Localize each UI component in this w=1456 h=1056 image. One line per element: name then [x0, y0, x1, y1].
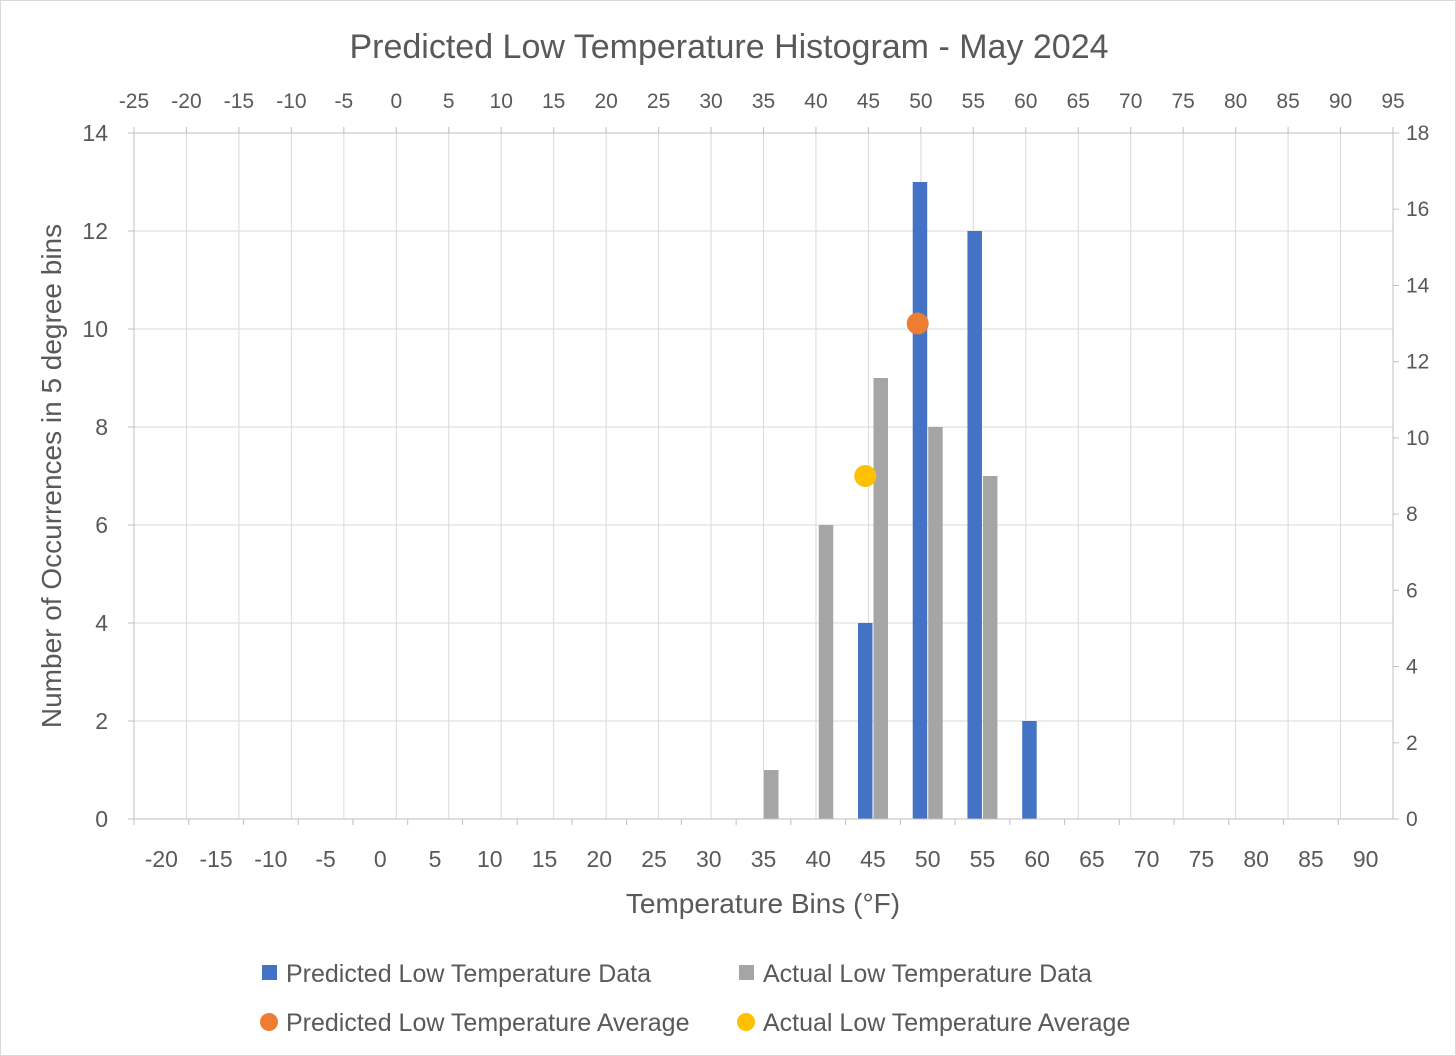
actual-bar — [764, 770, 779, 819]
legend-item: Actual Low Temperature Average — [737, 1009, 1130, 1037]
legend-label: Predicted Low Temperature Average — [286, 1009, 690, 1037]
secondary-x-tick-label: 70 — [1119, 90, 1142, 113]
x-tick-label: 35 — [751, 846, 777, 872]
actual-bar — [818, 525, 834, 819]
secondary-x-tick-label: 35 — [752, 90, 775, 113]
legend-swatch — [739, 965, 754, 980]
predicted-bar — [967, 231, 982, 819]
predicted-bar — [1022, 721, 1037, 819]
y-tick-label: 14 — [82, 120, 108, 146]
bars — [764, 182, 1037, 819]
x-tick-label: 60 — [1024, 846, 1050, 872]
x-tick-label: -10 — [254, 846, 287, 872]
axes: 0 2 4 6 8 10 12 14 0 2 4 6 8 10 12 14 16 18 -20 -15 -10 -5 0 5 1… — [82, 90, 1429, 872]
secondary-y-tick-label: 4 — [1406, 656, 1418, 679]
average-markers — [854, 312, 929, 487]
actual-average-marker — [854, 465, 877, 487]
actual-bar — [982, 476, 998, 819]
secondary-y-tick-label: 6 — [1406, 579, 1418, 602]
legend-swatch — [262, 965, 277, 980]
x-tick-label: 55 — [970, 846, 996, 872]
x-tick-label: 0 — [374, 846, 387, 872]
secondary-x-tick-label: 85 — [1276, 90, 1299, 113]
secondary-x-tick-label: 90 — [1329, 90, 1352, 113]
legend-item: Predicted Low Temperature Average — [260, 1009, 690, 1037]
actual-bar — [928, 427, 943, 819]
gridlines — [133, 132, 1394, 820]
secondary-x-tick-label: -15 — [224, 90, 254, 113]
legend-label: Actual Low Temperature Data — [763, 960, 1092, 988]
actual-bar — [873, 378, 888, 819]
secondary-x-tick-label: 95 — [1381, 90, 1404, 113]
x-tick-label: 25 — [641, 846, 667, 872]
x-tick-label: 75 — [1189, 846, 1215, 872]
x-tick-label: 90 — [1353, 846, 1379, 872]
secondary-x-tick-label: 0 — [390, 90, 402, 113]
secondary-x-tick-label: 20 — [594, 90, 617, 113]
secondary-x-tick-label: 50 — [909, 90, 932, 113]
x-tick-label: -20 — [145, 846, 178, 872]
predicted-average-marker — [906, 312, 929, 335]
y-tick-label: 4 — [95, 610, 108, 636]
legend-item: Actual Low Temperature Data — [739, 960, 1092, 988]
chart-title: Predicted Low Temperature Histogram - Ma… — [349, 28, 1108, 66]
x-tick-label: 80 — [1243, 846, 1269, 872]
x-axis-label: Temperature Bins (°F) — [626, 888, 900, 919]
secondary-x-tick-label: 75 — [1171, 90, 1194, 113]
x-tick-label: 5 — [429, 846, 442, 872]
secondary-y-tick-label: 18 — [1406, 122, 1429, 145]
x-tick-label: 20 — [586, 846, 612, 872]
secondary-y-tick-label: 0 — [1406, 808, 1418, 831]
legend: Predicted Low Temperature Data Actual Low… — [260, 960, 1130, 1037]
y-tick-label: 8 — [95, 414, 108, 440]
y-tick-label: 12 — [82, 218, 108, 244]
x-tick-label: 10 — [477, 846, 503, 872]
y-tick-label: 10 — [82, 316, 108, 342]
x-tick-label: 65 — [1079, 846, 1105, 872]
y-tick-label: 0 — [95, 806, 108, 832]
secondary-y-tick-label: 10 — [1406, 427, 1429, 450]
x-tick-label: 85 — [1298, 846, 1324, 872]
secondary-x-tick-label: -10 — [276, 90, 306, 113]
x-tick-label: 40 — [805, 846, 831, 872]
x-tick-label: -5 — [315, 846, 335, 872]
secondary-x-tick-label: 25 — [647, 90, 670, 113]
x-tick-label: 45 — [860, 846, 886, 872]
x-tick-label: 15 — [532, 846, 558, 872]
secondary-x-tick-label: 30 — [699, 90, 722, 113]
predicted-bar — [857, 623, 873, 819]
legend-item: Predicted Low Temperature Data — [262, 960, 651, 988]
secondary-x-tick-label: 5 — [443, 90, 455, 113]
y-tick-label: 6 — [95, 512, 108, 538]
secondary-y-tick-label: 12 — [1406, 351, 1429, 374]
secondary-x-tick-label: 45 — [857, 90, 880, 113]
x-tick-label: -15 — [199, 846, 232, 872]
legend-marker — [737, 1013, 755, 1031]
x-tick-label: 30 — [696, 846, 722, 872]
y-axis-label: Number of Occurrences in 5 degree bins — [36, 224, 67, 728]
secondary-y-tick-label: 16 — [1406, 198, 1429, 221]
secondary-y-tick-label: 14 — [1406, 274, 1430, 297]
secondary-x-tick-label: 40 — [804, 90, 827, 113]
secondary-x-tick-label: -5 — [334, 90, 353, 113]
secondary-x-tick-label: -25 — [119, 90, 149, 113]
x-tick-label: 50 — [915, 846, 941, 872]
secondary-y-tick-label: 8 — [1406, 503, 1418, 526]
secondary-x-tick-label: 55 — [962, 90, 985, 113]
secondary-y-tick-label: 2 — [1406, 732, 1418, 755]
secondary-x-tick-label: 80 — [1224, 90, 1247, 113]
legend-label: Predicted Low Temperature Data — [286, 960, 651, 988]
y-tick-label: 2 — [95, 708, 108, 734]
x-tick-label: 70 — [1134, 846, 1160, 872]
secondary-x-tick-label: 65 — [1067, 90, 1090, 113]
secondary-x-tick-label: 15 — [542, 90, 565, 113]
legend-label: Actual Low Temperature Average — [763, 1009, 1130, 1037]
secondary-x-tick-label: 10 — [490, 90, 513, 113]
secondary-x-tick-label: 60 — [1014, 90, 1037, 113]
legend-marker — [260, 1013, 278, 1031]
predicted-bar — [912, 182, 928, 819]
secondary-x-tick-label: -20 — [171, 90, 201, 113]
